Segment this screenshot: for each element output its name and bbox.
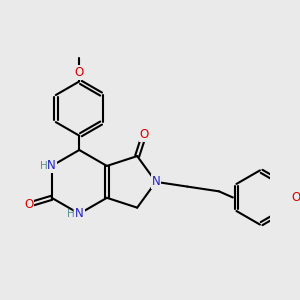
Text: O: O bbox=[140, 128, 149, 141]
Text: H: H bbox=[68, 209, 75, 219]
Text: H: H bbox=[40, 160, 47, 171]
Text: O: O bbox=[291, 191, 300, 204]
Text: N: N bbox=[152, 176, 160, 188]
Text: N: N bbox=[75, 207, 84, 220]
Text: O: O bbox=[24, 198, 33, 211]
Text: N: N bbox=[47, 159, 56, 172]
Text: O: O bbox=[75, 66, 84, 79]
